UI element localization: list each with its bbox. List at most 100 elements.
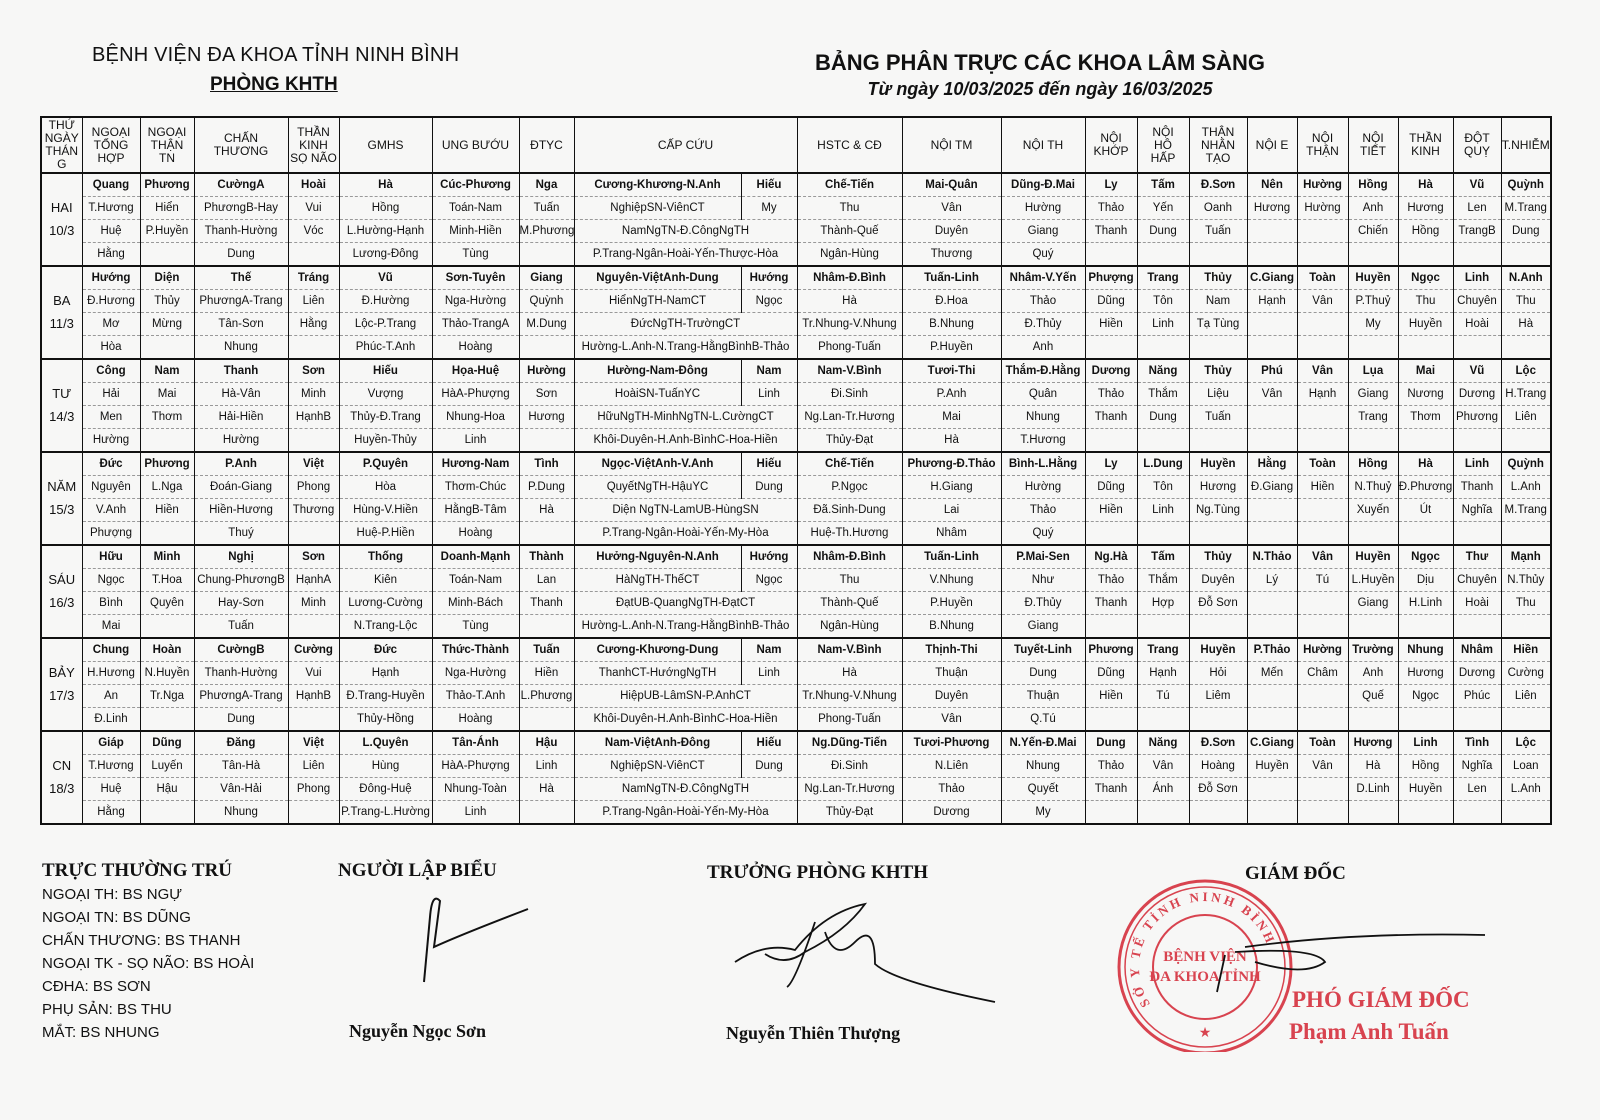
roster-cell [1188, 428, 1248, 453]
roster-cell: Dung [1000, 661, 1086, 685]
deputy-director-name: Phạm Anh Tuấn [1289, 1019, 1449, 1044]
roster-cell: Lộc [1500, 358, 1552, 383]
roster-cell: Hiếu [338, 358, 433, 383]
roster-cell [1296, 219, 1349, 243]
roster-cell: Hiền [139, 498, 195, 522]
roster-cell: P.Ngọc [796, 475, 903, 499]
header-row: THỨ NGÀY THÁN G NGOẠI TỔNG HỢP NGOẠI THẬN … [40, 116, 1552, 174]
roster-cell: Thảo [1084, 568, 1138, 592]
roster-cell: Nguyên [81, 475, 141, 499]
roster-cell: Tình [518, 451, 575, 476]
roster-cell: Ánh [1136, 777, 1190, 801]
roster-cell [1246, 498, 1298, 522]
date-label: 15/3 [40, 498, 83, 522]
roster-cell [518, 242, 575, 267]
roster-cell [1296, 498, 1349, 522]
roster-cell: Trang [1136, 637, 1190, 662]
weekday-label: TƯ [40, 382, 83, 406]
roster-cell: Hiền [1084, 312, 1138, 336]
roster-cell: Diện [139, 265, 195, 290]
roster-cell: Thịnh-Thi [901, 637, 1002, 662]
roster-cell [1188, 707, 1248, 732]
roster-cell: Doanh-Mạnh [431, 544, 520, 569]
roster-cell: Liên [287, 289, 340, 313]
roster-cell: Huệ [81, 777, 141, 801]
roster-cell: Hiền [1296, 475, 1349, 499]
roster-cell: P.Trang-Ngân-Hoài-Yến-My-Hòa [573, 521, 798, 546]
roster-cell: Dũng [139, 730, 195, 755]
roster-cell: Sơn [287, 358, 340, 383]
roster-cell: Lai [901, 498, 1002, 522]
roster-cell: Năng [1136, 730, 1190, 755]
day-cell [40, 172, 83, 197]
roster-cell: Phương [1452, 405, 1502, 429]
roster-cell [1397, 800, 1454, 825]
column-header: NỘI TM [901, 116, 1002, 174]
roster-cell: Dũng [1084, 475, 1138, 499]
roster-cell: Hiển [139, 196, 195, 220]
roster-cell: T.Hương [81, 196, 141, 220]
roster-cell: Dung [1500, 219, 1552, 243]
roster-cell: Việt [287, 451, 340, 476]
roster-cell: Tân-Ánh [431, 730, 520, 755]
roster-cell: Thắm [1136, 382, 1190, 406]
roster-cell [1246, 405, 1298, 429]
roster-cell: Hường-Nam-Đông [573, 358, 742, 383]
roster-cell: Út [1397, 498, 1454, 522]
roster-cell: Tuấn [518, 637, 575, 662]
roster-cell: Phương-Đ.Thảo [901, 451, 1002, 476]
date-label: 10/3 [40, 219, 83, 243]
roster-cell: Hà [338, 172, 433, 197]
roster-cell [1188, 521, 1248, 546]
roster-cell: Thanh-Hường [193, 219, 289, 243]
roster-cell: Lụa [1347, 358, 1399, 383]
table-row: Quang Phương CườngA Hoài Hà Cúc-Phương Nga Cươn… [40, 172, 1552, 197]
roster-cell: Mai [81, 614, 141, 639]
roster-cell: Mừng [139, 312, 195, 336]
roster-cell: Minh-Hiền [431, 219, 520, 243]
table-row: NĂM Nguyên L.Nga Đoán-Giang Phong Hòa Thơm-Chú… [40, 475, 1552, 499]
roster-cell: Hà [1397, 451, 1454, 476]
roster-cell: Thư [1452, 544, 1502, 569]
roster-cell: Thơm-Chúc [431, 475, 520, 499]
roster-cell: Huệ-P.Hiền [338, 521, 433, 546]
roster-cell: Phượng [1084, 265, 1138, 290]
roster-cell: Huệ [81, 219, 141, 243]
roster-cell: Hằng [287, 312, 340, 336]
roster-cell [1296, 614, 1349, 639]
roster-cell: Hay-Sơn [193, 591, 289, 615]
roster-cell: Tôn [1136, 289, 1190, 313]
roster-cell: Tấm [1136, 172, 1190, 197]
roster-cell: Thảo [1000, 498, 1086, 522]
roster-cell: Thành [518, 544, 575, 569]
roster-cell: Minh-Bách [431, 591, 520, 615]
roster-cell [1188, 800, 1248, 825]
roster-cell: Thức-Thành [431, 637, 520, 662]
roster-cell: Sơn [287, 544, 340, 569]
roster-cell: B.Nhung [901, 312, 1002, 336]
roster-cell [1296, 777, 1349, 801]
roster-cell: Hoài [1452, 591, 1502, 615]
roster-cell: Dũng [1084, 289, 1138, 313]
roster-cell: N.Anh [1500, 265, 1552, 290]
roster-cell: Dung [740, 475, 798, 499]
roster-cell: Ngân-Hùng [796, 242, 903, 267]
roster-cell: Thu [796, 196, 903, 220]
roster-cell: QuyếtNgTH-HậuYC [573, 475, 742, 499]
roster-cell: Nhâm-V.Yến [1000, 265, 1086, 290]
roster-cell: V.Anh [81, 498, 141, 522]
roster-cell: My [740, 196, 798, 220]
roster-cell: Sơn [518, 382, 575, 406]
roster-cell: Duyên [901, 684, 1002, 708]
table-row: TƯ Hải Mai Hà-Vân Minh Vượng HàA-Phượng Sơn Hoài… [40, 382, 1552, 406]
roster-cell [1246, 219, 1298, 243]
table-row: 17/3 An Tr.Nga PhươngA-Trang HạnhB Đ.Trang-Hu… [40, 684, 1552, 708]
roster-cell: Tạ Tùng [1188, 312, 1248, 336]
roster-cell: Đông-Huệ [338, 777, 433, 801]
roster-cell: Ngọc-ViệtAnh-V.Anh [573, 451, 742, 476]
roster-cell: Giang [518, 265, 575, 290]
roster-cell: Hạnh [1246, 289, 1298, 313]
roster-cell: Chiến [1347, 219, 1399, 243]
roster-cell: Tr.Nga [139, 684, 195, 708]
roster-cell: Hà [1397, 172, 1454, 197]
